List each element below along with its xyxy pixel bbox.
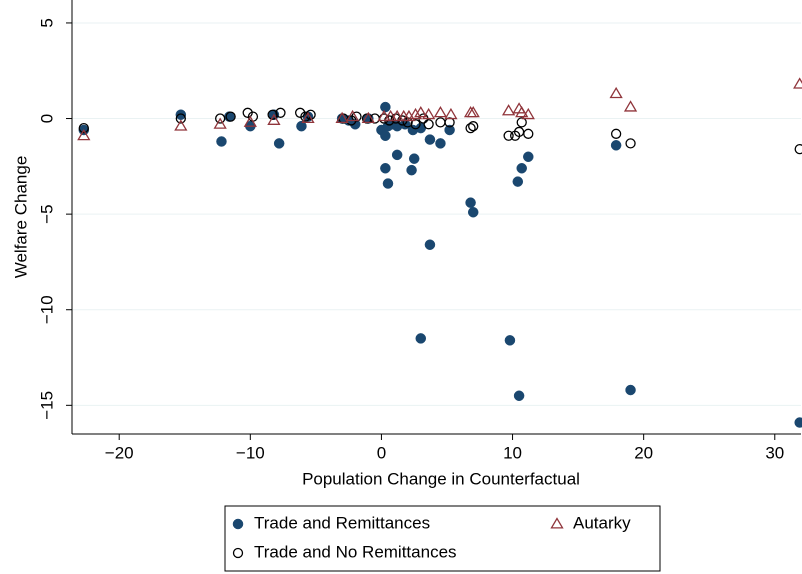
hollow-point [435, 117, 446, 128]
triangle-point [377, 109, 391, 122]
hollow-point [78, 122, 89, 134]
hollow-point [225, 111, 236, 122]
y-tick-label: −10 [37, 295, 56, 324]
legend-box [224, 505, 661, 572]
triangle-point [609, 86, 623, 99]
legend-symbol [232, 547, 244, 559]
hollow-point [523, 128, 534, 139]
x-tick-label: 20 [634, 443, 653, 462]
triangle-point [301, 111, 315, 124]
triangle-point [444, 107, 458, 120]
filled-point [216, 136, 227, 147]
filled-point [512, 176, 524, 187]
filled-point [380, 130, 391, 141]
hollow-point [503, 130, 514, 141]
y-axis-title: Welfare Change [11, 156, 30, 279]
hollow-point [516, 117, 527, 128]
filled-point [625, 384, 636, 396]
hollow-point [468, 121, 479, 132]
y-tick-label: 0 [37, 114, 56, 123]
filled-point [296, 120, 307, 132]
filled-point [794, 417, 802, 428]
hollow-point [305, 109, 316, 120]
filled-point [406, 164, 417, 176]
triangle-point [433, 106, 448, 118]
x-tick-label: −20 [105, 443, 134, 462]
triangle-point [793, 77, 802, 89]
triangle-point [213, 117, 227, 129]
filled-point [610, 140, 622, 151]
filled-point [391, 149, 403, 161]
hollow-point [610, 128, 622, 139]
filled-point [435, 138, 446, 149]
triangle-point [466, 106, 480, 118]
triangle-point [515, 106, 529, 118]
filled-point [513, 390, 525, 402]
filled-point [380, 101, 391, 113]
triangle-point [421, 107, 436, 120]
hollow-point [625, 138, 636, 149]
y-tick-label: 5 [37, 18, 56, 27]
legend-label: Trade and No Remittances [254, 542, 457, 561]
legend-label: Autarky [573, 513, 631, 532]
hollow-point [175, 113, 186, 124]
filled-point [408, 153, 420, 164]
y-tick-label: −5 [37, 204, 56, 223]
filled-point [273, 138, 285, 149]
hollow-point [410, 119, 421, 130]
hollow-point [275, 107, 286, 118]
filled-point [504, 335, 516, 346]
hollow-point [794, 143, 802, 155]
triangle-point [335, 111, 349, 124]
hollow-point [267, 109, 278, 120]
triangle-point [361, 111, 375, 124]
y-tick-label: −15 [37, 391, 56, 420]
x-tick-label: −10 [236, 443, 265, 462]
triangle-point [390, 109, 404, 122]
triangle-point [243, 115, 257, 127]
filled-point [465, 197, 476, 208]
triangle-point [414, 106, 428, 118]
legend-symbol [550, 517, 564, 529]
filled-point [415, 333, 427, 344]
x-axis-title: Population Change in Counterfactual [302, 469, 580, 488]
triangle-point [623, 100, 638, 112]
x-tick-label: 10 [503, 443, 522, 462]
triangle-point [174, 119, 188, 131]
triangle-point [501, 104, 516, 116]
legend-label: Trade and Remittances [254, 513, 430, 532]
hollow-point [465, 122, 476, 134]
filled-point [424, 134, 436, 145]
filled-point [516, 162, 527, 174]
x-tick-label: 30 [765, 443, 784, 462]
triangle-point [521, 107, 535, 120]
triangle-point [383, 109, 398, 122]
triangle-point [77, 128, 91, 141]
filled-point [382, 178, 394, 189]
x-tick-label: 0 [377, 443, 386, 462]
hollow-point [444, 117, 455, 128]
triangle-point [267, 113, 281, 125]
filled-point [444, 124, 455, 136]
triangle-point [345, 109, 360, 122]
legend-symbol [232, 518, 244, 530]
filled-point [523, 151, 534, 163]
filled-point [424, 239, 436, 250]
hollow-point [215, 113, 226, 124]
hollow-point [423, 119, 434, 130]
triangle-point [408, 107, 423, 120]
filled-point [380, 162, 391, 174]
filled-point [467, 206, 479, 218]
filled-point [175, 109, 187, 120]
